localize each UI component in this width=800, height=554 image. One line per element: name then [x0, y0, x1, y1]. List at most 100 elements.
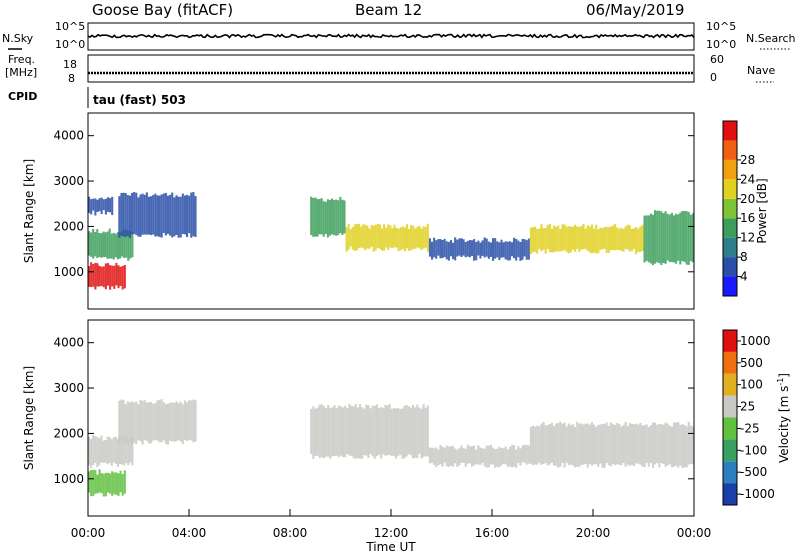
range-gate-cell: [100, 266, 103, 287]
range-gate-cell: [544, 425, 547, 464]
range-gate-cell: [536, 425, 539, 465]
range-gate-cell: [519, 242, 522, 261]
range-gate-cell: [441, 240, 444, 259]
range-gate-cell: [88, 266, 91, 287]
range-gate-cell: [183, 195, 186, 235]
range-gate-cell: [492, 238, 495, 261]
colorbar-tick-label: 100: [740, 378, 763, 392]
range-gate-cell: [569, 425, 572, 465]
range-gate-cell: [117, 473, 120, 496]
range-gate-cell: [190, 400, 193, 441]
range-gate-cell: [664, 211, 667, 264]
range-gate-cell: [110, 233, 113, 259]
range-gate-cell: [660, 211, 663, 266]
range-gate-cell: [100, 473, 103, 494]
range-gate-cell: [362, 224, 365, 249]
range-gate-cell: [424, 407, 427, 457]
range-gate-cell: [333, 405, 336, 457]
colorbar-swatch: [723, 140, 737, 160]
range-gate-cell: [654, 210, 657, 264]
range-gate-cell: [601, 423, 604, 468]
range-gate-cell: [310, 196, 313, 236]
range-gate-cell: [361, 407, 364, 459]
range-gate-cell: [677, 214, 680, 261]
range-gate-cell: [611, 225, 615, 251]
range-gate-cell: [439, 444, 442, 465]
range-gate-cell: [113, 265, 116, 289]
range-gate-cell: [603, 424, 606, 468]
range-gate-cell: [109, 473, 112, 494]
range-gate-cell: [88, 436, 91, 466]
range-gate-cell: [102, 231, 105, 258]
range-gate-cell: [123, 264, 126, 289]
range-gate-cell: [548, 423, 551, 465]
range-gate-cell: [555, 423, 558, 466]
range-gate-cell: [365, 404, 368, 456]
range-gate-cell: [116, 232, 119, 260]
y-tick-label: 4000: [53, 129, 84, 143]
range-gate-cell: [496, 448, 499, 467]
range-gate-cell: [351, 227, 354, 250]
range-gate-cell: [397, 228, 400, 251]
range-gate-cell: [651, 214, 655, 266]
range-gate-cell: [550, 228, 554, 253]
range-gate-cell: [118, 232, 122, 259]
range-gate-cell: [677, 422, 680, 468]
range-gate-cell: [481, 448, 484, 463]
range-gate-cell: [110, 439, 113, 466]
range-gate-cell: [312, 197, 315, 237]
range-gate-cell: [405, 224, 409, 249]
range-gate-cell: [683, 210, 686, 262]
range-gate-cell: [685, 211, 688, 265]
range-gate-cell: [660, 423, 663, 463]
range-gate-cell: [468, 240, 471, 258]
range-gate-cell: [106, 436, 109, 465]
range-gate-cell: [147, 402, 151, 444]
range-gate-cell: [129, 437, 132, 463]
range-gate-cell: [618, 424, 621, 465]
range-gate-cell: [643, 215, 646, 263]
range-gate-cell: [339, 196, 342, 234]
range-gate-cell: [143, 400, 146, 441]
range-gate-cell: [443, 447, 446, 463]
colorbar-swatch: [723, 417, 737, 440]
range-gate-cell: [348, 403, 351, 456]
range-gate-cell: [347, 224, 350, 250]
range-gate-cell: [460, 238, 463, 257]
power-ylabel: Slant Range [km]: [22, 159, 36, 263]
range-gate-cell: [324, 201, 327, 235]
colorbar-swatch: [723, 159, 737, 180]
range-gate-cell: [632, 228, 636, 249]
range-gate-cell: [632, 424, 636, 467]
range-gate-cell: [605, 422, 608, 463]
range-gate-cell: [385, 227, 388, 248]
range-gate-cell: [433, 448, 436, 465]
range-gate-cell: [595, 224, 598, 254]
range-gate-cell: [368, 228, 371, 249]
range-gate-cell: [352, 406, 355, 459]
range-gate-cell: [540, 423, 543, 465]
range-gate-cell: [171, 192, 174, 238]
range-gate-cell: [355, 223, 359, 251]
range-gate-cell: [492, 447, 495, 465]
range-gate-cell: [98, 233, 101, 258]
range-gate-cell: [487, 241, 490, 259]
range-gate-cell: [341, 199, 344, 235]
range-gate-cell: [504, 446, 507, 465]
range-gate-cell: [620, 426, 623, 466]
range-gate-cell: [656, 210, 659, 263]
range-gate-cell: [395, 227, 398, 248]
range-gate-cell: [123, 435, 126, 466]
range-gate-cell: [114, 233, 117, 258]
power-panel-frame: [87, 112, 695, 310]
range-gate-cell: [502, 242, 505, 258]
range-gate-cell: [576, 421, 579, 467]
range-gate-cell: [456, 449, 459, 467]
range-gate-cell: [637, 228, 640, 253]
range-gate-cell: [397, 407, 400, 457]
range-gate-cell: [386, 405, 389, 456]
power-scatter: [88, 191, 694, 290]
range-gate-cell: [94, 436, 97, 464]
range-gate-cell: [687, 421, 690, 465]
range-gate-cell: [392, 408, 395, 456]
